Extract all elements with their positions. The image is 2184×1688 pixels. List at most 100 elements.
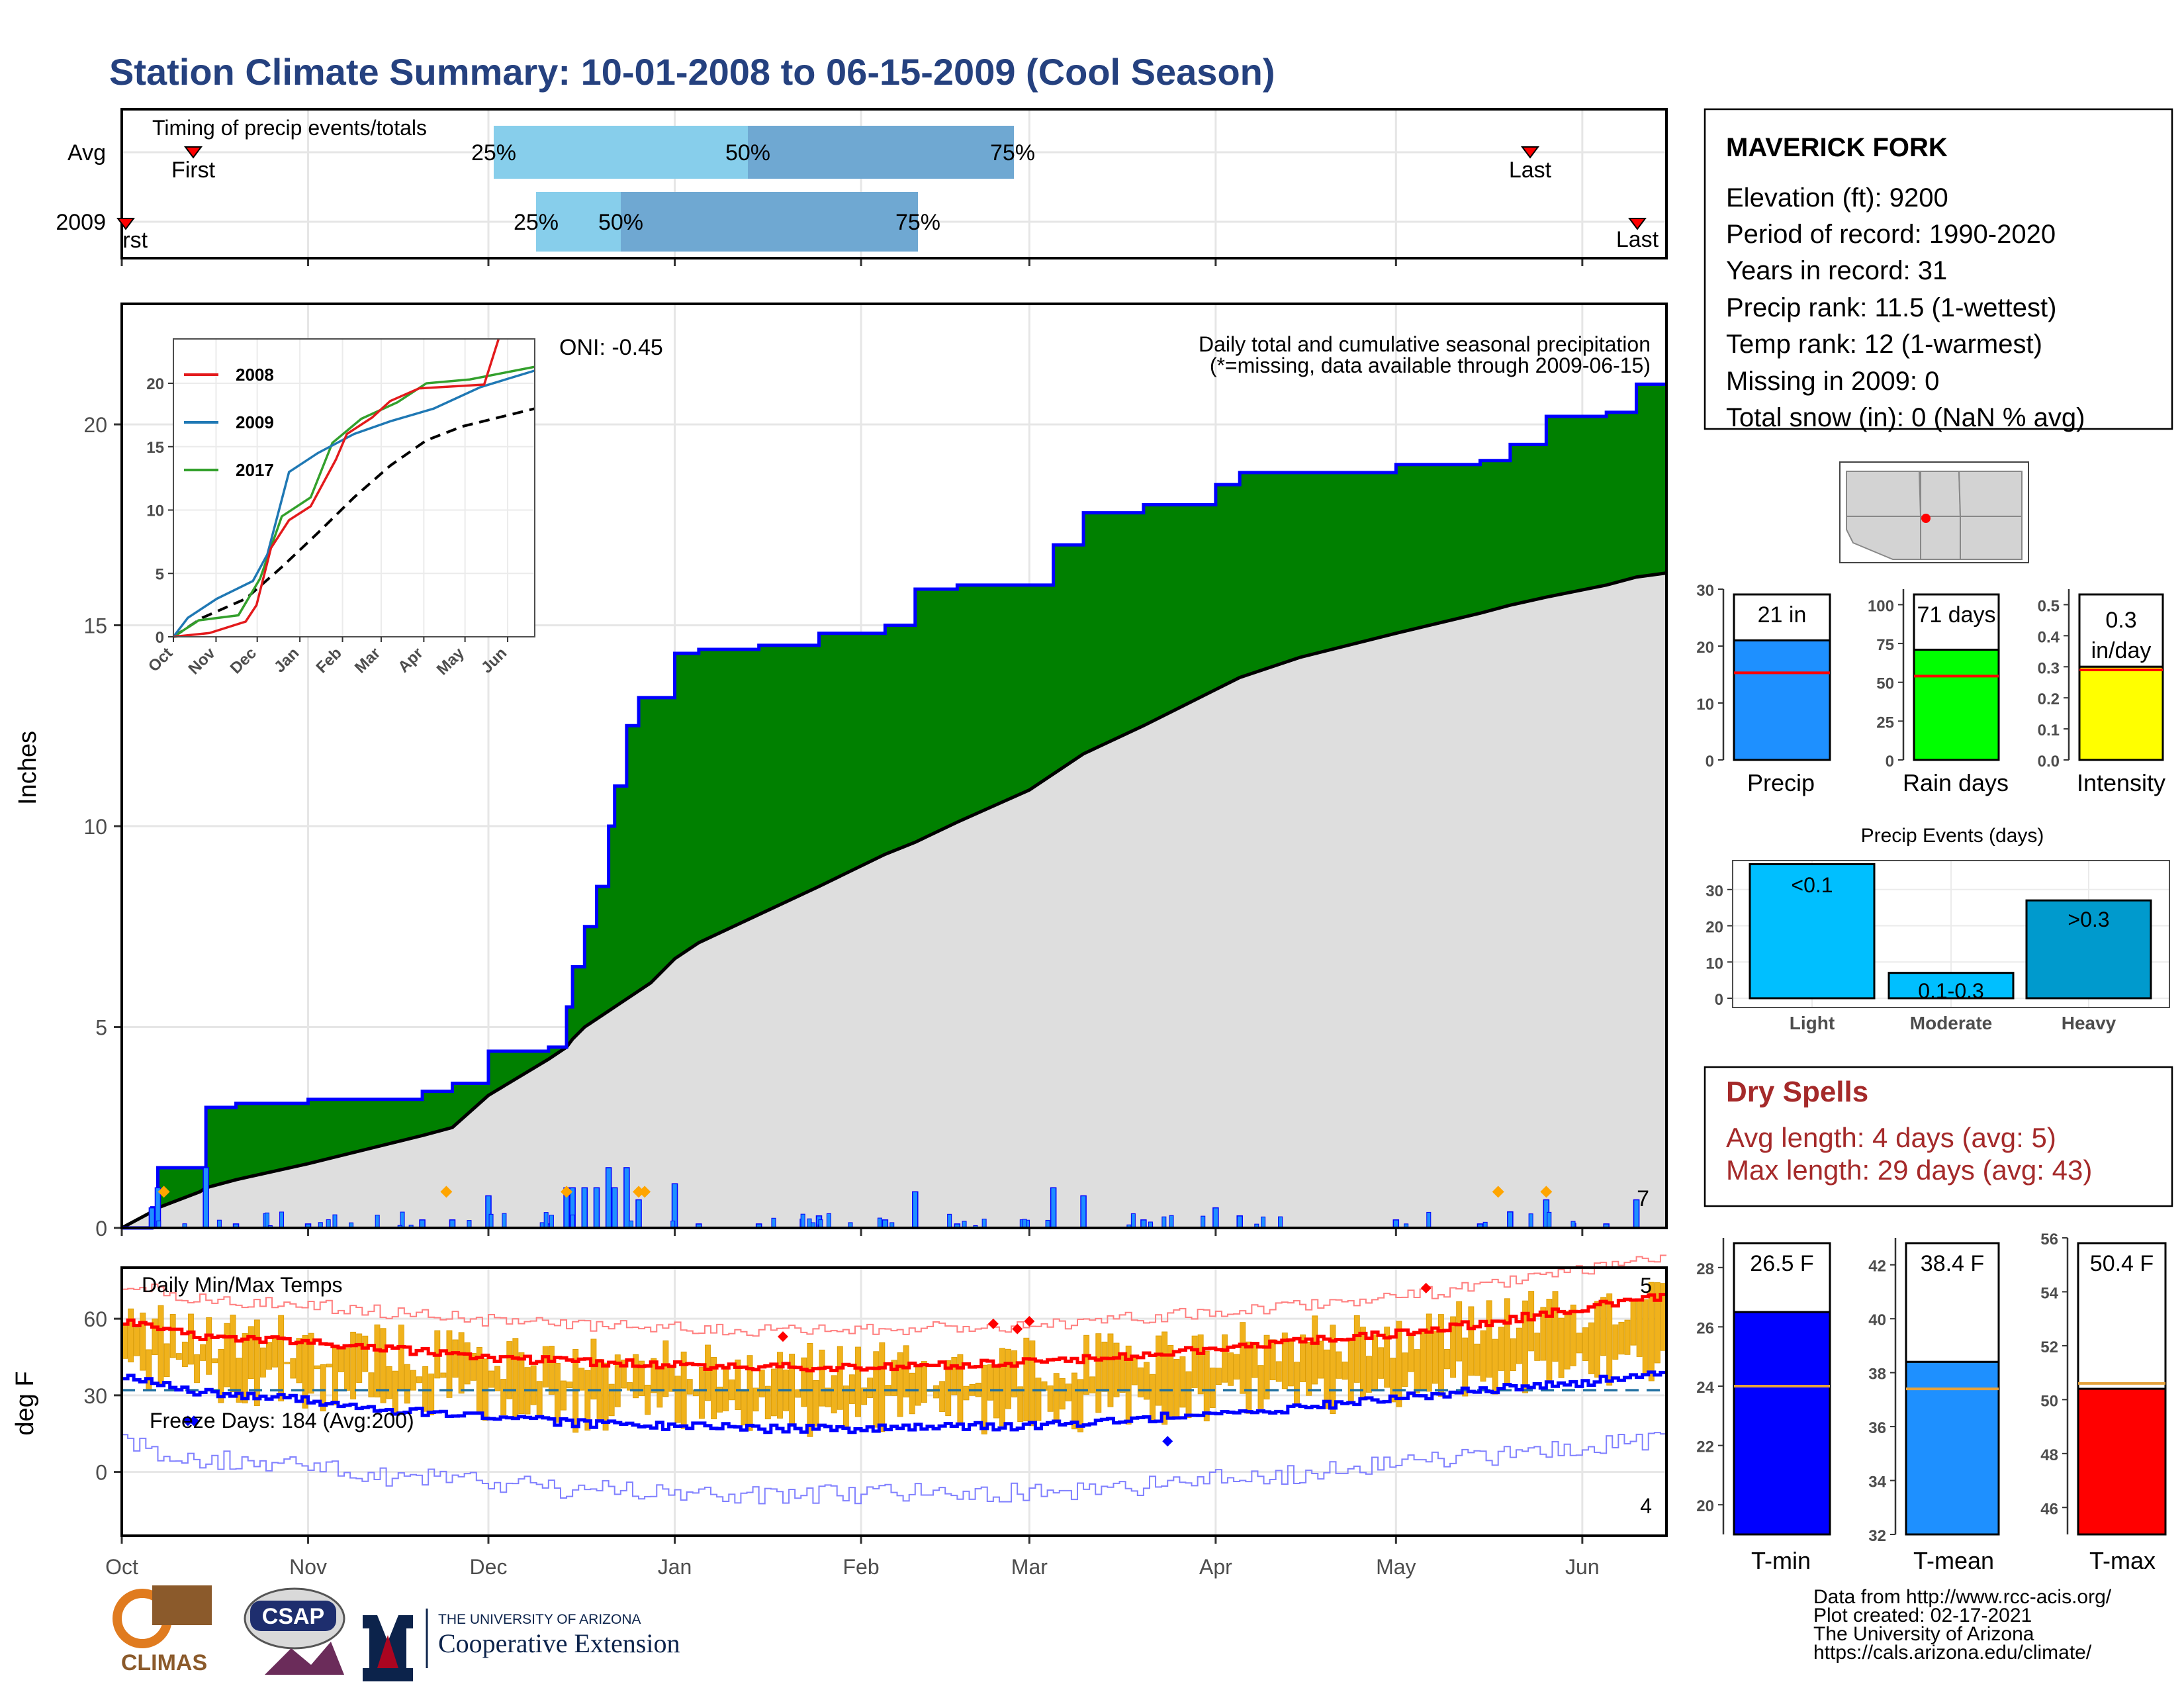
- precip-total-y-tick-label: 0: [1706, 753, 1714, 771]
- map-state-e: [1958, 471, 2023, 517]
- daily-precip-bar: [1212, 1207, 1219, 1229]
- month-label: Feb: [842, 1555, 879, 1579]
- daily-temp-range-bar: [867, 1378, 874, 1399]
- tmin-summary-bar: [1733, 1311, 1831, 1536]
- inset-y-tick-label: 20: [146, 375, 164, 393]
- daily-temp-range-bar: [729, 1379, 735, 1401]
- cumulative-2009-line: [122, 382, 1666, 1230]
- daily-precip-bar: [981, 1219, 987, 1229]
- daily-precip-bar: [1236, 1215, 1243, 1229]
- rain-days-y-tick-label: 0: [1886, 753, 1894, 771]
- daily-temp-range-bar: [1654, 1282, 1661, 1364]
- daily-temp-range-bar: [1137, 1367, 1144, 1397]
- inset-frame: [173, 338, 535, 637]
- daily-temp-range-bar: [1336, 1351, 1342, 1379]
- inset-2008-line: [173, 338, 500, 638]
- daily-temp-range-bar: [1564, 1311, 1570, 1370]
- daily-temp-range-bar: [795, 1389, 801, 1398]
- daily-temp-range-bar: [1492, 1338, 1498, 1395]
- daily-precip-bar: [502, 1213, 507, 1229]
- intensity-label-box: [2078, 593, 2164, 668]
- daily-precip-bar: [877, 1217, 882, 1229]
- inset-legend-2009: 2009: [236, 412, 274, 432]
- ua-logo-top: THE UNIVERSITY OF ARIZONA: [438, 1612, 641, 1627]
- inset-y-tick-label: 10: [146, 502, 164, 520]
- daily-temp-range-bar: [752, 1387, 759, 1412]
- daily-temp-range-bar: [1113, 1342, 1120, 1397]
- daily-temp-range-bar: [1240, 1322, 1246, 1394]
- intensity-bar-category: Intensity: [2077, 769, 2165, 796]
- daily-temp-range-bar: [584, 1370, 591, 1431]
- tmin-summary-label-box: [1733, 1242, 1831, 1313]
- daily-temp-range-bar: [1600, 1297, 1607, 1356]
- daily-temp-range-bar: [1161, 1331, 1168, 1425]
- daily-temp-range-bar: [1576, 1333, 1582, 1354]
- daily-temp-range-bar: [1468, 1306, 1475, 1376]
- daily-temp-range-bar: [404, 1364, 410, 1404]
- daily-temp-range-bar: [1065, 1383, 1071, 1401]
- daily-precip-bar: [1528, 1213, 1533, 1229]
- intensity-bar: [2078, 665, 2164, 761]
- tmin-summary-y-tick-label: 26: [1696, 1319, 1714, 1337]
- daily-temp-range-bar: [248, 1326, 254, 1380]
- timing-2009-first-label-clip: First: [123, 228, 148, 253]
- precip-y-axis-label: Inches: [14, 731, 42, 805]
- daily-temp-range-bar: [542, 1346, 549, 1387]
- daily-temp-range-bar: [981, 1364, 987, 1434]
- inset-x-tick-label: Jun: [478, 644, 510, 677]
- daily-temp-range-bar: [602, 1362, 609, 1431]
- daily-temp-range-bar: [1522, 1300, 1529, 1393]
- tmax-summary-y-tick-label: 52: [2040, 1338, 2058, 1356]
- map-state-ne: [1920, 471, 1962, 517]
- daily-temp-range-bar: [945, 1360, 952, 1417]
- daily-temp-range-bar: [705, 1344, 711, 1401]
- daily-temp-range-bar: [903, 1345, 909, 1398]
- daily-temp-range-bar: [1534, 1333, 1541, 1361]
- daily-temp-range-bar: [639, 1360, 645, 1396]
- month-label: Nov: [289, 1555, 327, 1579]
- timing-frame: [120, 108, 1668, 259]
- dry-spells-title: Dry Spells: [1726, 1076, 1868, 1108]
- daily-precip-bar: [543, 1212, 549, 1229]
- events-bar-moderate: [1888, 972, 2015, 1000]
- daily-temp-range-bar: [1390, 1358, 1396, 1403]
- daily-temp-range-bar: [1156, 1335, 1162, 1406]
- inset-x-tick-label: Nov: [185, 644, 220, 679]
- timing-2009-last-label: Last: [1616, 227, 1659, 252]
- heavy-precip-marker: [1492, 1186, 1504, 1198]
- daily-temp-range-bar: [561, 1380, 567, 1411]
- daily-temp-range-bar: [801, 1357, 807, 1407]
- inset-y-tick-label: 5: [156, 565, 164, 583]
- daily-temp-range-bar: [452, 1339, 459, 1378]
- temp-record-low-count: 4: [1640, 1494, 1652, 1518]
- daily-temp-range-bar: [819, 1349, 825, 1407]
- events-bar-light: [1749, 863, 1876, 1000]
- tmax-summary-y-tick-label: 48: [2040, 1446, 2058, 1464]
- station-location-marker: [1921, 514, 1931, 523]
- daily-temp-range-bar: [1257, 1365, 1264, 1409]
- daily-temp-range-bar: [1041, 1381, 1048, 1391]
- month-label: May: [1376, 1555, 1416, 1579]
- daily-temp-range-bar: [212, 1358, 218, 1364]
- station-info-box: MAVERICK FORK Elevation (ft): 9200 Perio…: [1704, 108, 2173, 432]
- daily-temp-range-bar: [1143, 1362, 1150, 1400]
- daily-temp-range-bar: [380, 1328, 387, 1403]
- daily-temp-range-bar: [1077, 1379, 1083, 1432]
- daily-temp-range-bar: [259, 1347, 266, 1378]
- daily-temp-range-bar: [1648, 1282, 1655, 1382]
- daily-precip-bar: [1261, 1216, 1266, 1229]
- footer-line-2: Plot created: 02-17-2021: [1813, 1605, 2032, 1626]
- intensity-y-tick-label: 0.2: [2038, 690, 2060, 708]
- daily-temp-range-bar: [302, 1335, 308, 1409]
- inset-x-tick-label: Apr: [394, 644, 426, 676]
- daily-precip-bar: [947, 1213, 952, 1229]
- tmax-summary-bar: [2077, 1387, 2167, 1536]
- daily-temp-range-bar: [1594, 1301, 1601, 1378]
- daily-temp-range-bar: [194, 1354, 200, 1383]
- daily-temp-range-bar: [1612, 1324, 1619, 1360]
- daily-temp-range-bar: [711, 1356, 717, 1419]
- daily-precip-bar: [1507, 1211, 1514, 1229]
- daily-temp-range-bar: [1642, 1299, 1649, 1374]
- daily-temp-range-bar: [1005, 1348, 1011, 1409]
